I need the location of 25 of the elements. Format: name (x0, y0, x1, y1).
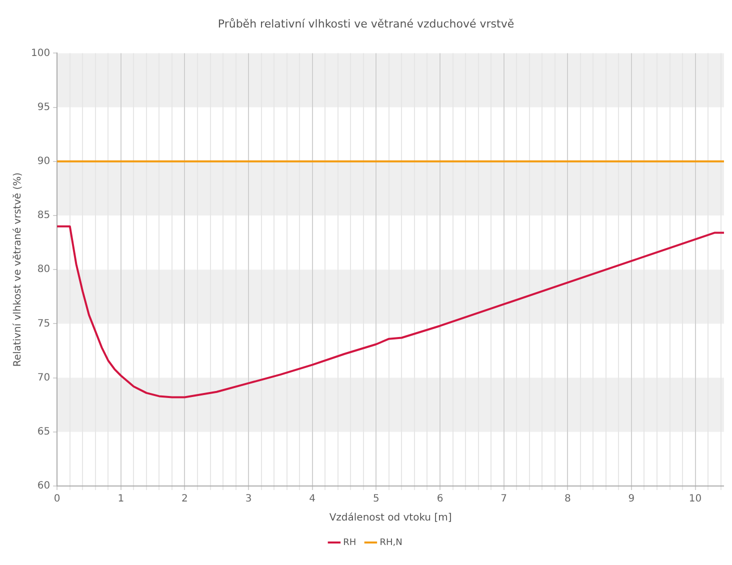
legend-label: RH (343, 538, 356, 548)
legend-label: RH,N (380, 538, 402, 548)
y-tick-label: 70 (37, 372, 50, 384)
x-tick-label: 1 (118, 494, 124, 505)
x-tick-label: 5 (372, 494, 380, 505)
x-tick-label: 3 (245, 494, 252, 505)
y-tick-label: 85 (37, 210, 50, 222)
y-tick-label: 75 (37, 318, 50, 330)
x-tick-label: 2 (182, 494, 188, 505)
y-tick-label: 65 (37, 426, 50, 438)
x-tick-label: 4 (309, 494, 316, 505)
x-axis-title: Vzdálenost od vtoku [m] (329, 512, 452, 524)
y-tick-label: 90 (37, 156, 50, 167)
y-tick-label: 95 (37, 102, 50, 113)
y-tick-label: 100 (30, 48, 50, 59)
x-tick-label: 7 (500, 494, 508, 505)
x-tick-label: 8 (564, 494, 571, 505)
y-tick-label: 80 (37, 264, 50, 276)
y-axis-title: Relativní vlhkost ve větrané vrstvě (%) (12, 172, 24, 367)
x-tick-label: 6 (436, 494, 444, 505)
y-tick-label: 60 (37, 480, 50, 492)
x-tick-label: 0 (54, 494, 60, 505)
x-tick-label: 10 (688, 494, 702, 505)
x-tick-label: 9 (628, 494, 635, 505)
chart-title: Průběh relativní vlhkosti ve větrané vzduchové vrstvě (218, 17, 514, 30)
